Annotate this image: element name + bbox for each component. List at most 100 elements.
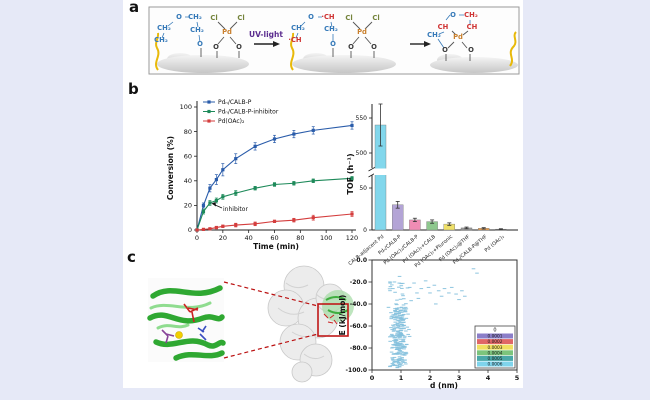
data-point xyxy=(234,157,238,161)
protein-surface-blobs xyxy=(157,53,518,73)
data-point xyxy=(208,227,212,231)
data-point xyxy=(272,137,277,141)
scatter-dash xyxy=(404,352,409,354)
scatter-dash xyxy=(395,342,400,344)
surface-blob xyxy=(430,57,518,73)
scatter-dash xyxy=(392,328,397,330)
scatter-dash xyxy=(404,330,408,332)
scatter-dash xyxy=(402,346,407,349)
scatter-dash xyxy=(393,324,398,326)
scatter-dash xyxy=(401,295,405,297)
scatter-dash xyxy=(388,290,392,292)
scatter-dash xyxy=(399,285,404,287)
scatter-dash xyxy=(400,293,405,295)
scatter-dash xyxy=(398,357,402,359)
scatter-dash xyxy=(471,268,476,270)
scatter-dash xyxy=(403,306,408,308)
y-tick-label: -40.0 xyxy=(350,301,367,308)
scatter-dash xyxy=(409,300,413,302)
scatter-dash xyxy=(396,353,400,355)
scatter-dash xyxy=(402,354,407,356)
scatter-dash xyxy=(403,363,408,365)
data-point xyxy=(221,195,225,199)
scatter-dash xyxy=(419,288,424,290)
atom-label: O xyxy=(236,43,242,51)
legend-value: 0.0004 xyxy=(487,350,502,356)
scatter-dash xyxy=(393,312,398,314)
scatter-dash xyxy=(389,318,394,320)
atom-label: Cl xyxy=(210,14,217,22)
scatter-dash xyxy=(394,303,398,305)
scatter-dash xyxy=(388,282,392,284)
y-tick-label: -20.0 xyxy=(350,279,367,286)
scatter-dash xyxy=(396,358,401,360)
scatter-dash xyxy=(402,321,406,323)
scatter-dash xyxy=(397,286,401,288)
atom-label: O xyxy=(213,43,219,51)
data-point xyxy=(208,186,212,190)
atom-label: ·CH xyxy=(288,36,302,44)
scatter-dash xyxy=(401,361,405,363)
data-point xyxy=(350,176,354,180)
scatter-dash xyxy=(463,295,467,297)
scatter-dash xyxy=(398,336,402,338)
y-tick-label: 550 xyxy=(356,115,368,122)
y-axis-title: TOF (h⁻¹) xyxy=(346,153,355,194)
scatter-dash xyxy=(407,335,412,338)
scatter-dash xyxy=(401,338,406,340)
scatter-dash xyxy=(393,291,397,293)
scatter-dash xyxy=(394,317,398,319)
scatter-dash xyxy=(395,366,400,368)
scatter-dash xyxy=(426,286,431,288)
scatter-dash xyxy=(400,347,404,349)
data-point xyxy=(272,219,277,223)
scatter-dash xyxy=(393,340,397,342)
scatter-dash xyxy=(395,352,399,354)
scatter-dash xyxy=(393,314,397,316)
uv-light-label: UV-light xyxy=(249,30,283,39)
x-axis-title: Time (min) xyxy=(253,242,299,251)
atom-label: CH₂ xyxy=(324,25,338,33)
reaction-arrows xyxy=(254,41,431,47)
scatter-dash xyxy=(397,307,401,309)
arrow-2-head xyxy=(424,41,431,47)
data-point xyxy=(201,209,206,214)
scatter-dash xyxy=(404,343,409,346)
atom-label: CH₂ xyxy=(188,13,202,21)
scatter-dash xyxy=(454,293,458,295)
scatter-dash xyxy=(395,311,399,313)
surface-blob xyxy=(157,55,249,73)
atom-label: CH₂ xyxy=(427,31,441,39)
conversion-line-chart: 0 20 40 60 80 100 120 0 20 40 60 80 100 Time (min) Con… xyxy=(166,99,358,251)
scatter-dash xyxy=(423,280,428,282)
data-point xyxy=(234,223,238,227)
atom-label: Pd xyxy=(222,28,232,36)
atom-label: O xyxy=(308,13,314,21)
scatter-dash xyxy=(393,321,398,323)
y-tick-label: 40 xyxy=(184,177,192,185)
site-sticks xyxy=(323,313,338,325)
scatter-dash xyxy=(403,335,407,337)
scatter-dash xyxy=(403,361,407,363)
atom-label: O xyxy=(330,40,336,48)
atom-label: ·CH xyxy=(321,13,335,21)
scatter-dash xyxy=(395,335,400,337)
scatter-dash xyxy=(399,340,403,343)
scatter-dash xyxy=(415,292,419,294)
x-tick-label: 0 xyxy=(370,374,375,382)
scatter-dash xyxy=(392,329,396,331)
scatter-dash xyxy=(395,327,400,329)
scatter-dash xyxy=(392,344,396,346)
scatter-dash xyxy=(394,313,398,315)
scatter-dash xyxy=(399,334,404,336)
scatter-dash xyxy=(398,325,403,327)
scatter-dash xyxy=(386,306,391,308)
panel-a-label: a xyxy=(129,0,140,16)
scatter-dash xyxy=(401,341,406,343)
data-point xyxy=(253,144,257,148)
mesh-texture xyxy=(277,282,337,360)
protein-ribbons xyxy=(147,285,226,361)
legend-marker xyxy=(207,119,211,123)
scatter-dash xyxy=(399,318,403,320)
